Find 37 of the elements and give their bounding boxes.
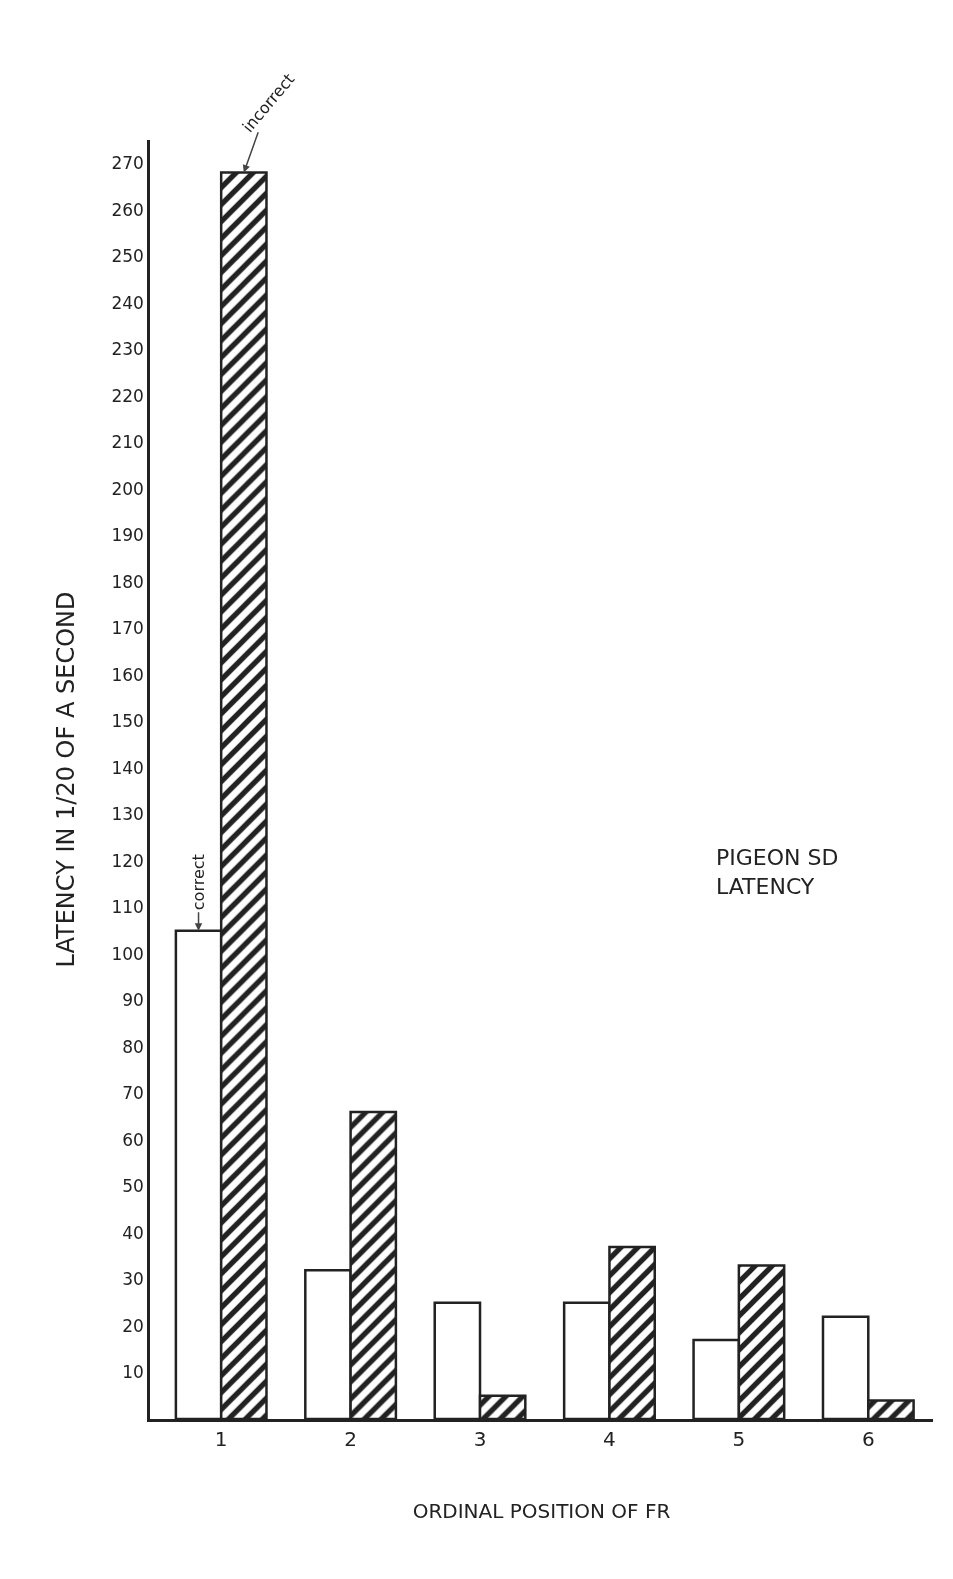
y-tick-label: 190 bbox=[111, 525, 144, 546]
y-tick-label: 40 bbox=[122, 1222, 144, 1243]
y-tick-label: 170 bbox=[111, 618, 144, 639]
x-tick-label: 4 bbox=[603, 1426, 616, 1451]
y-tick-label: 50 bbox=[122, 1176, 144, 1197]
y-tick-label: 200 bbox=[111, 478, 144, 499]
text: PIGEON SD LATENCY bbox=[716, 845, 839, 899]
y-tick-label: 270 bbox=[111, 153, 144, 174]
y-tick-label: 20 bbox=[122, 1315, 144, 1336]
y-tick-label: 30 bbox=[122, 1269, 144, 1290]
y-tick-label: 230 bbox=[111, 339, 144, 360]
y-tick-label: 260 bbox=[111, 199, 144, 220]
y-tick-label: 120 bbox=[111, 850, 144, 871]
y-tick-label: 60 bbox=[122, 1129, 144, 1150]
y-axis-title: LATENCY IN 1/20 OF A SECOND bbox=[52, 591, 81, 968]
y-tick-label: 160 bbox=[111, 664, 144, 685]
y-tick-label: 140 bbox=[111, 757, 144, 778]
y-tick-label: 100 bbox=[111, 943, 144, 964]
y-tick-label: 250 bbox=[111, 246, 144, 267]
x-axis-title: ORDINAL POSITION OF FR bbox=[412, 1499, 671, 1524]
x-tick-label: 2 bbox=[344, 1426, 357, 1451]
y-tick-label: 10 bbox=[122, 1362, 144, 1383]
x-tick-label: 6 bbox=[861, 1426, 875, 1451]
y-tick-label: 90 bbox=[122, 990, 144, 1011]
y-tick-label: 220 bbox=[111, 385, 144, 406]
x-tick-label: 5 bbox=[732, 1426, 746, 1451]
x-tick-label: 3 bbox=[473, 1426, 487, 1451]
y-tick-label: 150 bbox=[111, 711, 144, 732]
y-tick-label: 70 bbox=[122, 1083, 144, 1104]
y-tick-label: 80 bbox=[122, 1036, 144, 1057]
y-tick-label: 110 bbox=[111, 897, 144, 918]
x-tick-label: 1 bbox=[214, 1426, 228, 1451]
y-tick-label: 180 bbox=[111, 571, 144, 592]
y-tick-label: 130 bbox=[111, 804, 144, 825]
annotation: correct bbox=[188, 854, 208, 911]
y-tick-label: 210 bbox=[111, 432, 144, 453]
y-tick-label: 240 bbox=[111, 292, 144, 313]
